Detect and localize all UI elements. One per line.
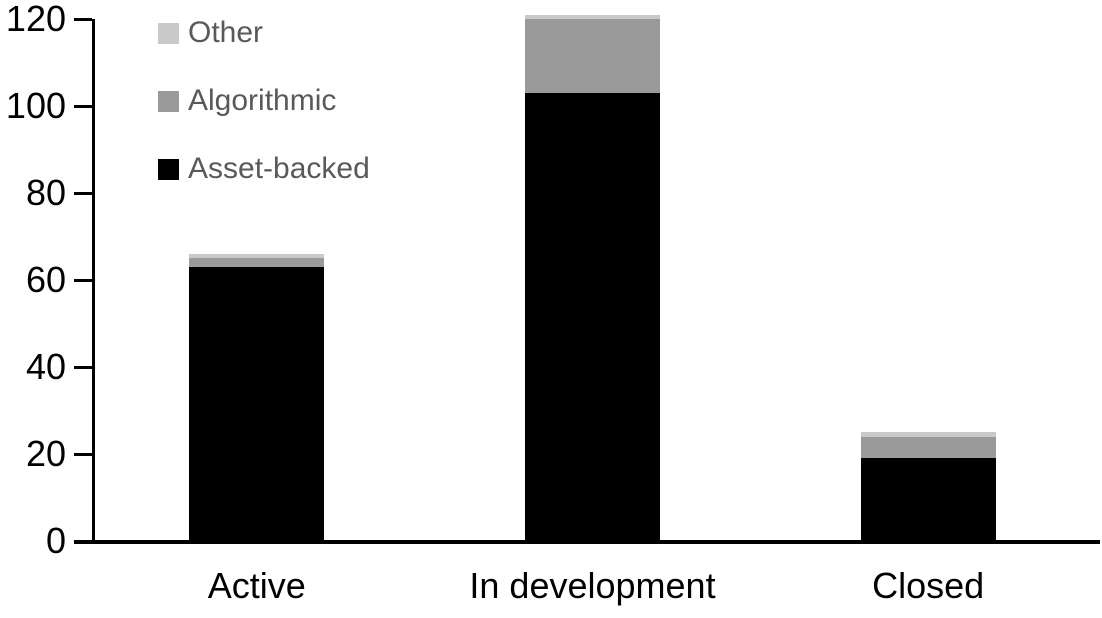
- bar-segment-algorithmic-active: [189, 258, 325, 267]
- bar-segment-other-closed: [860, 432, 996, 437]
- y-axis-tick: [74, 192, 92, 195]
- y-axis-tick-label: 0: [45, 520, 66, 561]
- bar-segment-other-active: [189, 253, 325, 259]
- y-axis-tick: [74, 18, 92, 21]
- bar-segment-algorithmic-closed: [860, 436, 996, 459]
- legend-label: Asset-backed: [188, 152, 370, 185]
- bar-segment-asset-backed-active: [189, 266, 325, 541]
- bar-segment-other-in-development: [525, 14, 660, 19]
- y-axis-tick: [74, 105, 92, 108]
- legend-swatch-other-icon: [158, 22, 179, 44]
- y-axis-tick: [74, 366, 92, 369]
- y-axis-tick-label: 60: [25, 259, 66, 300]
- bar-segment-asset-backed-closed: [860, 458, 996, 541]
- y-axis-line: [92, 19, 95, 544]
- legend-item-asset-backed: Asset-backed: [158, 152, 370, 185]
- legend-item-other: Other: [158, 16, 370, 49]
- y-axis-tick-label: 20: [25, 433, 66, 474]
- legend-item-algorithmic: Algorithmic: [158, 84, 370, 117]
- legend-label: Algorithmic: [188, 84, 337, 117]
- y-axis-tick: [74, 540, 92, 543]
- legend-swatch-asset-backed-icon: [158, 158, 179, 180]
- legend-swatch-algorithmic-icon: [158, 90, 179, 112]
- y-axis-tick-label: 120: [5, 0, 66, 39]
- y-axis-tick: [74, 453, 92, 456]
- y-axis-tick-label: 80: [25, 172, 66, 213]
- legend: Other Algorithmic Asset-backed: [158, 16, 370, 226]
- y-axis-tick-label: 40: [25, 346, 66, 387]
- legend-label: Other: [188, 16, 264, 49]
- y-axis-tick-label: 100: [5, 85, 66, 126]
- x-axis-label: Closed: [872, 565, 985, 606]
- x-axis-label: Active: [207, 565, 306, 606]
- bar-segment-algorithmic-in-development: [525, 19, 660, 93]
- y-axis-tick: [74, 279, 92, 282]
- x-axis-line: [74, 540, 1100, 544]
- bar-segment-asset-backed-in-development: [525, 92, 660, 541]
- x-axis-label: In development: [469, 565, 716, 606]
